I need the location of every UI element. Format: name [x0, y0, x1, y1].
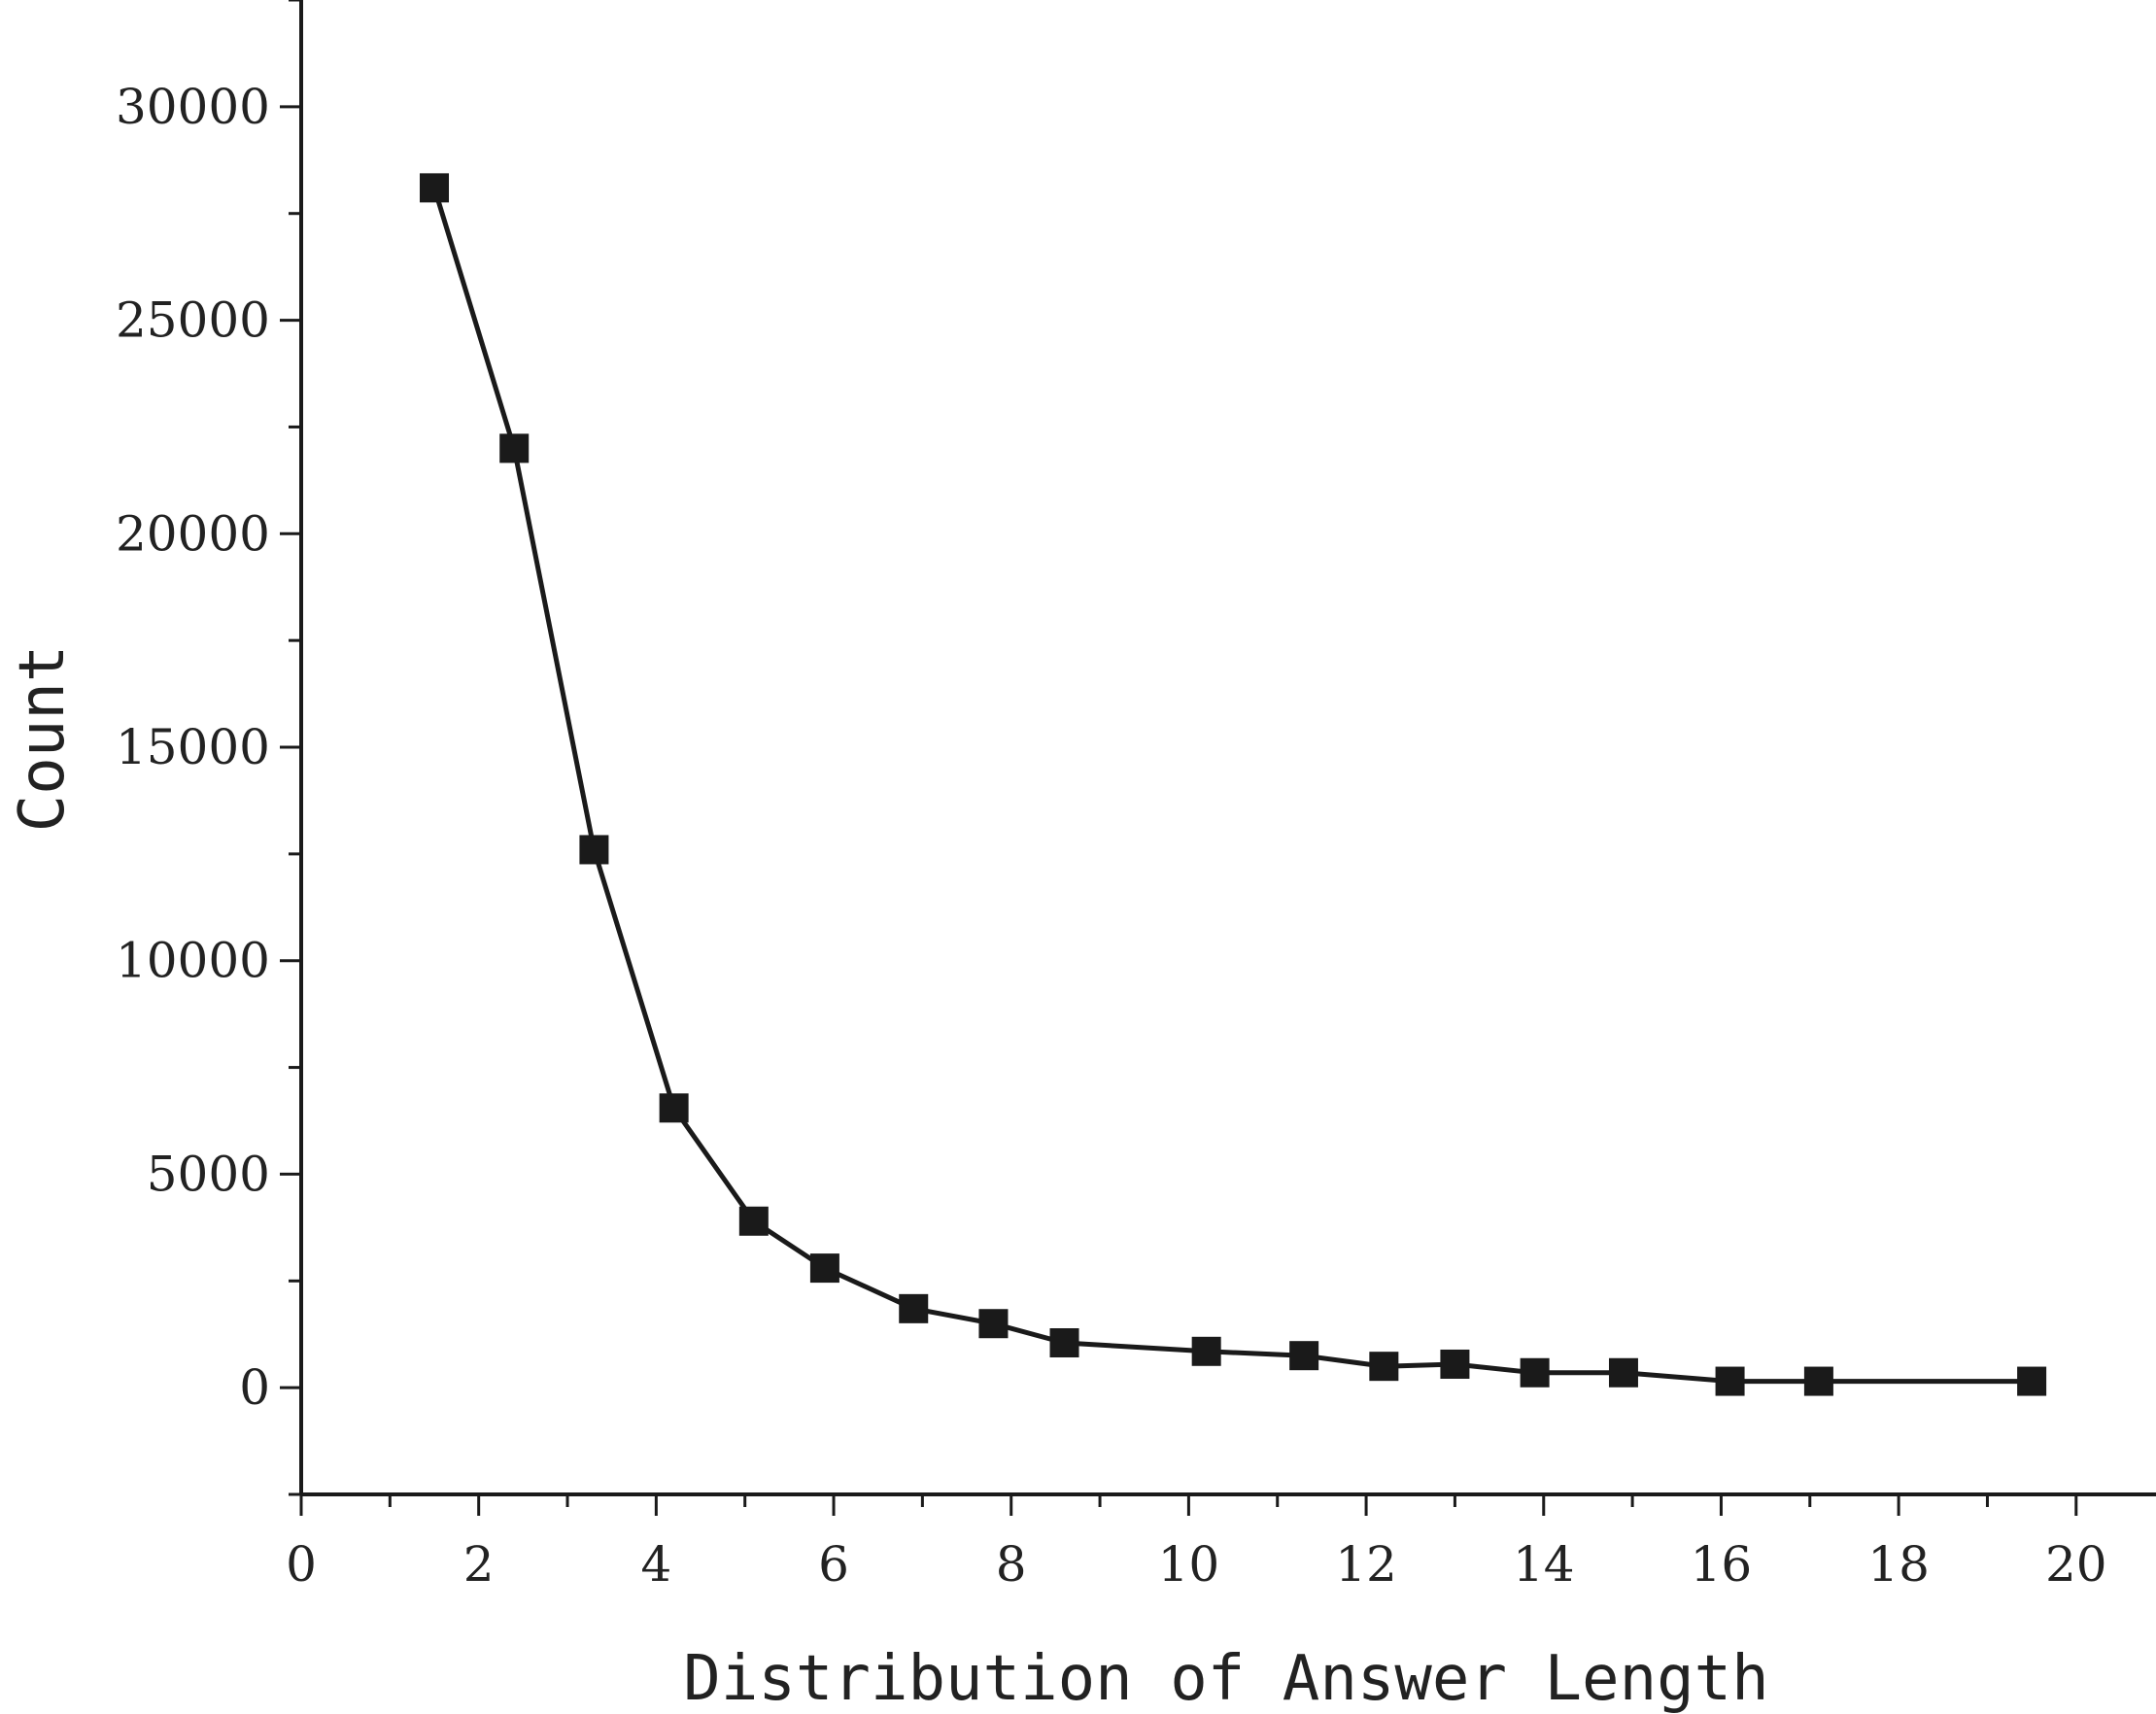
- y-tick-label: 10000: [116, 933, 270, 989]
- data-point-marker: [1191, 1336, 1221, 1366]
- data-point-marker: [978, 1309, 1009, 1339]
- data-point-marker: [1520, 1357, 1550, 1388]
- data-point-marker: [1715, 1366, 1745, 1396]
- series-line: [431, 187, 2033, 1385]
- data-point-marker: [1049, 1328, 1079, 1358]
- data-point-marker: [420, 173, 450, 203]
- y-tick-label: 30000: [116, 79, 270, 135]
- data-point-marker: [1608, 1357, 1638, 1388]
- x-tick-label: 14: [1513, 1536, 1575, 1593]
- x-tick-label: 10: [1158, 1536, 1220, 1593]
- data-point-marker: [809, 1253, 839, 1284]
- data-point-marker: [1803, 1366, 1833, 1396]
- y-tick-label: 25000: [116, 292, 270, 349]
- x-tick-label: 20: [2045, 1536, 2107, 1593]
- y-tick-label: 20000: [116, 505, 270, 562]
- data-point-marker: [738, 1206, 769, 1236]
- x-tick-label: 12: [1335, 1536, 1397, 1593]
- x-tick-label: 2: [463, 1536, 495, 1593]
- series-group: [420, 173, 2047, 1396]
- data-point-marker: [1440, 1349, 1470, 1379]
- data-point-marker: [659, 1093, 689, 1123]
- axes: 0 5000 10000 15000 20000 25000 30000 0 2 4 6 8 10 12 1…: [116, 0, 2156, 1593]
- data-point-marker: [499, 433, 530, 463]
- data-point-marker: [2017, 1366, 2047, 1396]
- x-tick-label: 4: [640, 1536, 671, 1593]
- data-point-marker: [1289, 1341, 1319, 1371]
- x-tick-label: 16: [1691, 1536, 1753, 1593]
- x-tick-label: 0: [286, 1536, 317, 1593]
- data-point-marker: [899, 1293, 929, 1323]
- y-tick-label: 5000: [147, 1146, 270, 1202]
- data-point-marker: [1369, 1352, 1399, 1382]
- x-axis-title: Distribution of Answer Length: [683, 1643, 1768, 1714]
- y-axis-title: Count: [7, 645, 79, 833]
- x-tick-label: 18: [1867, 1536, 1930, 1593]
- y-tick-label: 15000: [116, 719, 270, 775]
- y-tick-label: 0: [239, 1359, 270, 1416]
- x-tick-label: 6: [818, 1536, 849, 1593]
- x-tick-label: 8: [996, 1536, 1027, 1593]
- data-point-marker: [579, 835, 609, 865]
